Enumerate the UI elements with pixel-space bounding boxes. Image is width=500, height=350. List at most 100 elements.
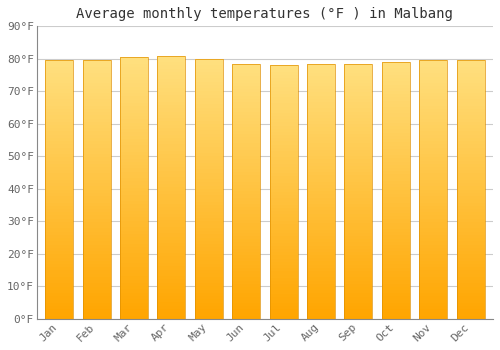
Bar [456, 209, 484, 212]
Bar [456, 190, 484, 193]
Bar [232, 316, 260, 319]
Bar [45, 70, 73, 74]
Bar [158, 56, 186, 59]
Bar [232, 147, 260, 150]
Bar [344, 96, 372, 99]
Bar [82, 309, 110, 313]
Bar [158, 256, 186, 260]
Bar [82, 303, 110, 306]
Bar [120, 175, 148, 178]
Bar [307, 166, 335, 169]
Bar [307, 144, 335, 147]
Bar [419, 93, 447, 96]
Bar [158, 223, 186, 227]
Bar [419, 306, 447, 309]
Bar [45, 222, 73, 225]
Bar [382, 100, 410, 104]
Bar [270, 195, 297, 198]
Bar [45, 251, 73, 254]
Bar [195, 257, 223, 260]
Bar [45, 277, 73, 280]
Bar [195, 98, 223, 101]
Bar [158, 121, 186, 125]
Bar [344, 134, 372, 137]
Bar [344, 159, 372, 162]
Bar [419, 135, 447, 138]
Bar [82, 77, 110, 80]
Bar [419, 61, 447, 319]
Bar [195, 85, 223, 88]
Bar [456, 219, 484, 222]
Bar [45, 316, 73, 319]
Bar [307, 67, 335, 70]
Bar [82, 245, 110, 248]
Bar [195, 150, 223, 153]
Bar [382, 316, 410, 319]
Bar [82, 148, 110, 151]
Bar [158, 131, 186, 134]
Bar [195, 202, 223, 205]
Bar [195, 192, 223, 195]
Bar [307, 223, 335, 226]
Bar [232, 210, 260, 214]
Bar [307, 185, 335, 188]
Bar [344, 313, 372, 316]
Bar [158, 98, 186, 101]
Bar [382, 177, 410, 181]
Bar [232, 86, 260, 89]
Bar [270, 69, 297, 72]
Bar [307, 182, 335, 185]
Bar [344, 178, 372, 182]
Bar [270, 265, 297, 268]
Bar [382, 213, 410, 216]
Bar [158, 75, 186, 79]
Bar [158, 237, 186, 240]
Bar [45, 309, 73, 313]
Bar [45, 154, 73, 158]
Bar [344, 67, 372, 70]
Bar [307, 236, 335, 239]
Bar [307, 210, 335, 214]
Bar [419, 109, 447, 112]
Bar [82, 212, 110, 216]
Bar [120, 276, 148, 280]
Bar [382, 158, 410, 162]
Bar [120, 296, 148, 299]
Bar [344, 210, 372, 214]
Bar [456, 216, 484, 219]
Bar [456, 158, 484, 161]
Bar [120, 306, 148, 309]
Bar [382, 174, 410, 177]
Bar [382, 251, 410, 255]
Bar [456, 274, 484, 277]
Bar [158, 56, 186, 319]
Bar [195, 140, 223, 143]
Bar [419, 80, 447, 83]
Bar [382, 126, 410, 130]
Bar [45, 103, 73, 106]
Bar [195, 260, 223, 264]
Bar [158, 128, 186, 131]
Bar [120, 142, 148, 146]
Bar [195, 78, 223, 82]
Bar [82, 251, 110, 254]
Bar [419, 112, 447, 116]
Bar [195, 107, 223, 111]
Bar [82, 151, 110, 154]
Bar [120, 129, 148, 132]
Bar [382, 293, 410, 296]
Bar [344, 131, 372, 134]
Bar [232, 185, 260, 188]
Bar [45, 99, 73, 103]
Bar [419, 180, 447, 183]
Bar [270, 189, 297, 192]
Bar [382, 203, 410, 206]
Bar [120, 172, 148, 175]
Bar [344, 153, 372, 156]
Bar [382, 88, 410, 91]
Bar [195, 225, 223, 228]
Bar [158, 95, 186, 98]
Bar [456, 119, 484, 122]
Bar [419, 258, 447, 261]
Bar [158, 177, 186, 181]
